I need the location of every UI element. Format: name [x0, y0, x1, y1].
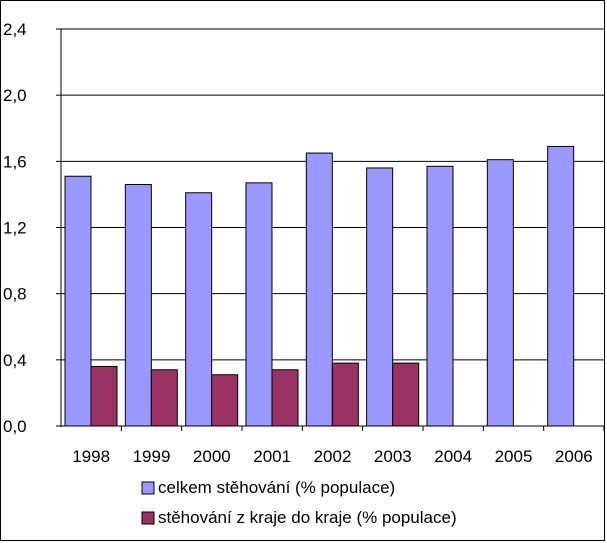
bar-z-kraje-do-kraje [271, 369, 299, 427]
bar-z-kraje-do-kraje [331, 362, 359, 427]
bars [64, 145, 575, 427]
y-axis-ticks: 0,0 0,4 0,8 1,2 1,6 2,0 2,4 [3, 20, 27, 436]
bar-celkem [64, 175, 92, 427]
y-tick-label: 1,2 [3, 219, 27, 238]
bar-z-kraje-do-kraje [211, 374, 239, 427]
bar-celkem [366, 167, 394, 427]
x-tick-label: 1998 [72, 447, 110, 466]
y-tick-label: 0,4 [3, 351, 27, 370]
x-tick-label: 2003 [374, 447, 412, 466]
bar-celkem [547, 145, 575, 427]
bar-celkem [426, 165, 454, 427]
axes [56, 28, 605, 431]
legend-swatch [141, 511, 155, 525]
bar-z-kraje-do-kraje [90, 365, 118, 427]
x-axis-ticks: 1998 1999 2000 2001 2002 2003 2004 2005 2006 [72, 447, 592, 466]
legend-label: celkem stěhování (% populace) [158, 478, 395, 497]
bar-z-kraje-do-kraje [150, 369, 178, 427]
bar-z-kraje-do-kraje [392, 362, 420, 427]
bar-celkem [245, 182, 273, 427]
x-tick-label: 2005 [495, 447, 533, 466]
y-tick-label: 1,6 [3, 152, 27, 171]
y-tick-label: 0,8 [3, 285, 27, 304]
bar-celkem [124, 183, 152, 427]
x-tick-label: 2002 [314, 447, 352, 466]
x-tick-label: 2001 [253, 447, 291, 466]
x-tick-label: 2000 [193, 447, 231, 466]
x-tick-label: 2004 [434, 447, 472, 466]
legend-swatch [141, 481, 155, 495]
legend-label: stěhování z kraje do kraje (% populace) [158, 508, 457, 527]
bar-celkem [185, 192, 213, 427]
y-tick-label: 2,0 [3, 86, 27, 105]
bar-celkem [305, 152, 333, 427]
bar-celkem [486, 159, 514, 427]
legend: celkem stěhování (% populace) stěhování z… [141, 478, 457, 527]
y-tick-label: 2,4 [3, 20, 27, 39]
x-tick-label: 2006 [555, 447, 593, 466]
y-tick-label: 0,0 [3, 417, 27, 436]
x-tick-label: 1999 [133, 447, 171, 466]
